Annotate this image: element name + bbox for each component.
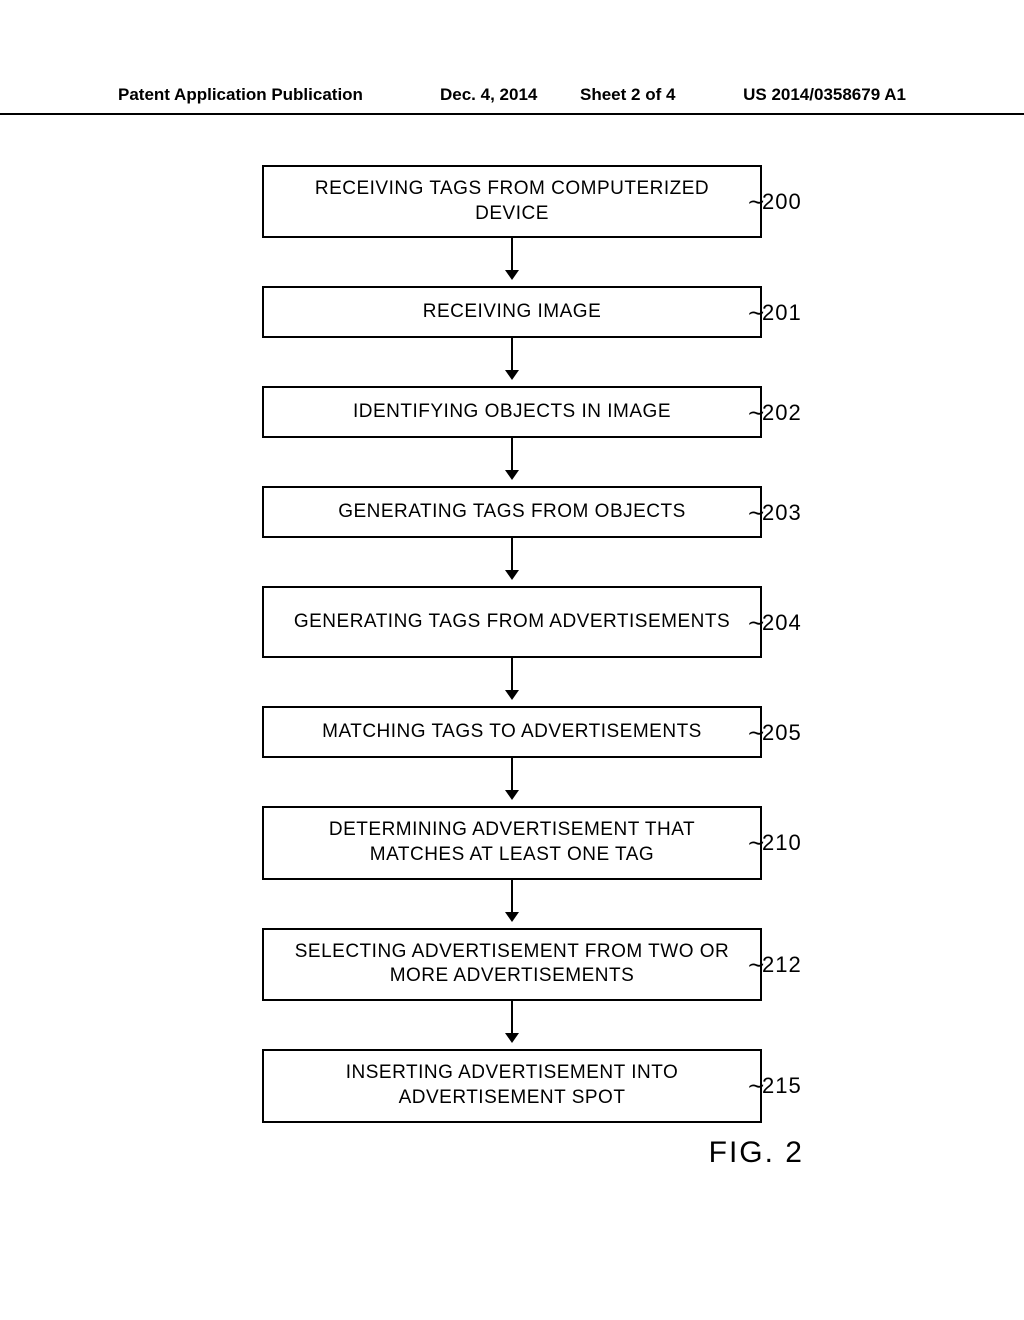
flow-box: GENERATING TAGS FROM OBJECTS	[262, 486, 762, 538]
flow-node-204: GENERATING TAGS FROM ADVERTISEMENTS∼204	[192, 586, 832, 658]
header-publication-type: Patent Application Publication	[118, 85, 363, 105]
arrow-down-icon	[505, 570, 519, 580]
header-pubnum: US 2014/0358679 A1	[743, 85, 906, 105]
flow-box: SELECTING ADVERTISEMENT FROM TWO OR MORE…	[262, 928, 762, 1001]
ref-number: 203	[762, 500, 802, 526]
flow-node-205: MATCHING TAGS TO ADVERTISEMENTS∼205	[192, 706, 832, 758]
ref-number: 210	[762, 830, 802, 856]
flow-box: DETERMINING ADVERTISEMENT THAT MATCHES A…	[262, 806, 762, 879]
flow-arrow	[192, 538, 832, 586]
flow-node-215: INSERTING ADVERTISEMENT INTO ADVERTISEME…	[192, 1049, 832, 1122]
flow-node-203: GENERATING TAGS FROM OBJECTS∼203	[192, 486, 832, 538]
arrow-down-icon	[505, 690, 519, 700]
page-header: Patent Application Publication Dec. 4, 2…	[0, 85, 1024, 115]
flow-box: INSERTING ADVERTISEMENT INTO ADVERTISEME…	[262, 1049, 762, 1122]
flow-box: RECEIVING IMAGE	[262, 286, 762, 338]
header-sheet: Sheet 2 of 4	[580, 85, 675, 105]
flow-node-202: IDENTIFYING OBJECTS IN IMAGE∼202	[192, 386, 832, 438]
ref-number: 204	[762, 610, 802, 636]
arrow-down-icon	[505, 912, 519, 922]
arrow-down-icon	[505, 270, 519, 280]
ref-number: 212	[762, 952, 802, 978]
flow-arrow	[192, 658, 832, 706]
arrow-down-icon	[505, 1033, 519, 1043]
flow-arrow	[192, 338, 832, 386]
flow-node-210: DETERMINING ADVERTISEMENT THAT MATCHES A…	[192, 806, 832, 879]
flow-box: IDENTIFYING OBJECTS IN IMAGE	[262, 386, 762, 438]
flow-box: GENERATING TAGS FROM ADVERTISEMENTS	[262, 586, 762, 658]
ref-number: 215	[762, 1073, 802, 1099]
flowchart-container: RECEIVING TAGS FROM COMPUTERIZED DEVICE∼…	[192, 165, 832, 1123]
figure-label: FIG. 2	[709, 1136, 804, 1170]
flow-arrow	[192, 238, 832, 286]
ref-number: 205	[762, 720, 802, 746]
flow-arrow	[192, 1001, 832, 1049]
header-date: Dec. 4, 2014	[440, 85, 537, 105]
ref-number: 201	[762, 300, 802, 326]
flow-arrow	[192, 880, 832, 928]
flow-box: RECEIVING TAGS FROM COMPUTERIZED DEVICE	[262, 165, 762, 238]
arrow-down-icon	[505, 370, 519, 380]
ref-number: 200	[762, 189, 802, 215]
flow-arrow	[192, 438, 832, 486]
flow-arrow	[192, 758, 832, 806]
flow-node-201: RECEIVING IMAGE∼201	[192, 286, 832, 338]
arrow-down-icon	[505, 470, 519, 480]
flow-node-212: SELECTING ADVERTISEMENT FROM TWO OR MORE…	[192, 928, 832, 1001]
arrow-down-icon	[505, 790, 519, 800]
ref-number: 202	[762, 400, 802, 426]
flow-node-200: RECEIVING TAGS FROM COMPUTERIZED DEVICE∼…	[192, 165, 832, 238]
flow-box: MATCHING TAGS TO ADVERTISEMENTS	[262, 706, 762, 758]
